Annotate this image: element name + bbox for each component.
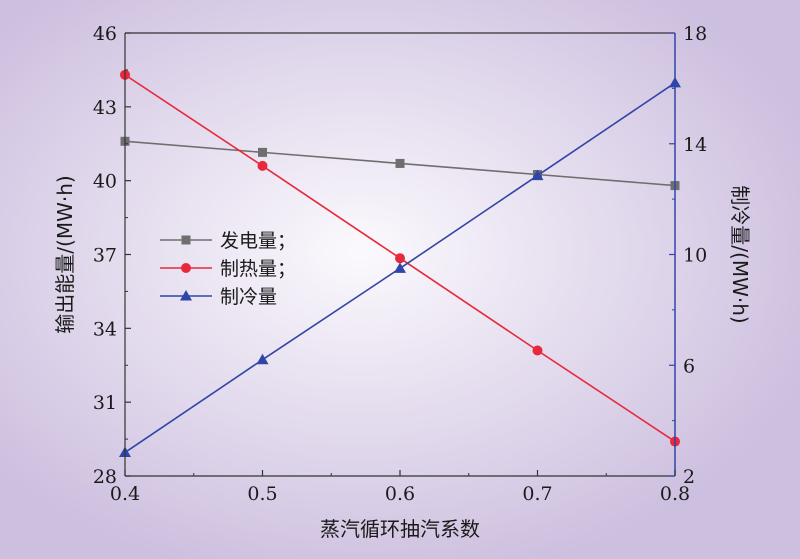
data-point-2 (531, 169, 544, 181)
legend-marker (181, 263, 191, 273)
x-tick-label: 0.6 (385, 483, 415, 505)
data-point-1 (532, 345, 543, 356)
y-right-tick-label: 6 (683, 355, 695, 377)
data-point-2 (394, 262, 406, 273)
y-right-tick-label: 14 (683, 134, 707, 156)
y-left-tick-label: 31 (93, 392, 117, 414)
x-tick-label: 0.8 (660, 483, 690, 505)
x-tick-label: 0.7 (522, 483, 552, 505)
data-point-2 (256, 353, 269, 365)
y-left-tick-label: 46 (93, 23, 117, 45)
legend-marker (181, 235, 191, 245)
y-right-axis-title: 制冷量/(MW·h) (728, 185, 752, 323)
x-tick-label: 0.4 (110, 483, 140, 505)
y-left-tick-label: 37 (93, 245, 117, 267)
x-axis-title: 蒸汽循环抽汽系数 (320, 517, 480, 541)
y-right-tick-label: 10 (683, 245, 707, 267)
y-left-tick-label: 40 (93, 171, 117, 193)
data-point-0 (258, 147, 267, 157)
data-point-0 (395, 158, 405, 168)
y-right-tick-label: 2 (683, 466, 695, 488)
legend-label: 制热量； (220, 258, 296, 280)
y-left-tick-label: 43 (93, 97, 117, 119)
y-left-tick-label: 34 (93, 318, 117, 340)
x-tick-label: 0.5 (247, 483, 277, 505)
legend-marker (180, 290, 192, 301)
legend-label: 制冷量 (220, 286, 277, 308)
y-left-tick-label: 28 (93, 466, 117, 488)
data-point-1 (257, 160, 268, 171)
legend: 发电量； 制热量； 制冷量 (160, 230, 296, 308)
y-right-tick-label: 18 (683, 23, 707, 45)
legend-label: 发电量； (220, 230, 296, 252)
y-left-axis-title: 输出能量/(MW·h) (53, 175, 77, 333)
data-point-1 (395, 253, 405, 264)
